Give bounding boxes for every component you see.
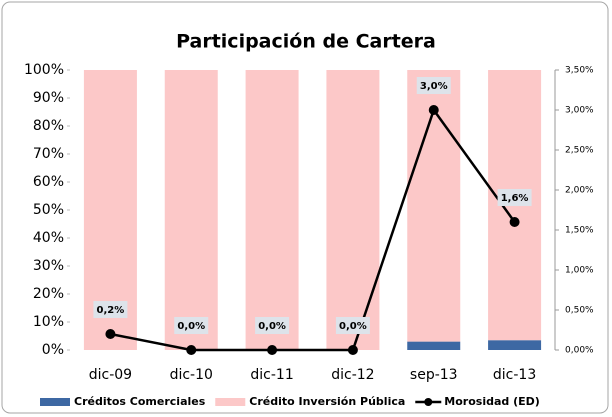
line bbox=[110, 107, 516, 352]
line-point bbox=[105, 329, 116, 339]
data-label-box bbox=[174, 317, 209, 334]
data-label: 0,0% bbox=[177, 321, 205, 332]
legend-label: Créditos Comerciales bbox=[74, 395, 206, 408]
data-label-box bbox=[335, 317, 370, 334]
data-label-box bbox=[93, 301, 128, 318]
data-label-box bbox=[255, 317, 290, 334]
y2-tick-label: 3,50% bbox=[565, 66, 594, 76]
legend-swatch bbox=[215, 398, 246, 406]
data-label: 3,0% bbox=[420, 81, 448, 92]
chart-title: Participación de Cartera bbox=[176, 31, 436, 53]
x-tick-label: dic-11 bbox=[250, 367, 293, 383]
data-label-box bbox=[416, 77, 451, 94]
y2-tick-label: 0,50% bbox=[565, 306, 594, 316]
y-tick-label: 30% bbox=[33, 258, 64, 274]
bar-segment bbox=[407, 341, 461, 350]
y-tick-label: 70% bbox=[33, 146, 64, 162]
y-tick-label: 90% bbox=[33, 90, 64, 106]
x-tick-label: sep-13 bbox=[410, 367, 458, 383]
data-label: 0,0% bbox=[339, 321, 367, 332]
legend-swatch bbox=[40, 398, 70, 406]
y-tick-label: 80% bbox=[33, 118, 64, 134]
line-point bbox=[509, 217, 520, 227]
y2-tick-label: 2,50% bbox=[565, 146, 594, 156]
y-tick-label: 50% bbox=[33, 202, 64, 218]
y-tick-label: 60% bbox=[33, 174, 64, 190]
x-tick-label: dic-09 bbox=[89, 367, 132, 383]
data-label: 0,0% bbox=[258, 321, 286, 332]
y-tick-label: 40% bbox=[33, 230, 64, 246]
data-label: 1,6% bbox=[501, 193, 529, 204]
bar-segment bbox=[164, 70, 218, 350]
legend-swatch-marker bbox=[424, 398, 433, 406]
y-tick-label: 20% bbox=[33, 286, 64, 302]
y2-tick-label: 1,50% bbox=[565, 226, 594, 236]
data-label-box bbox=[497, 189, 532, 206]
legend-label: Morosidad (ED) bbox=[444, 395, 540, 408]
bar-segment bbox=[326, 70, 380, 350]
x-tick-label: dic-12 bbox=[331, 367, 374, 383]
data-label: 0,2% bbox=[97, 305, 125, 316]
bar-segment bbox=[245, 70, 299, 350]
y-tick-label: 100% bbox=[24, 62, 64, 78]
y2-tick-label: 3,00% bbox=[565, 106, 594, 116]
legend-label: Crédito Inversión Pública bbox=[249, 395, 405, 408]
x-tick-label: dic-10 bbox=[170, 367, 213, 383]
x-tick-label: dic-13 bbox=[493, 367, 536, 383]
y2-tick-label: 0,00% bbox=[565, 346, 594, 356]
y-tick-label: 10% bbox=[33, 314, 64, 330]
bar-segment bbox=[407, 70, 461, 342]
line-point bbox=[347, 345, 358, 355]
line-point bbox=[428, 105, 439, 115]
line-point bbox=[186, 345, 197, 355]
y2-tick-label: 1,00% bbox=[565, 266, 594, 276]
y-tick-label: 0% bbox=[42, 342, 64, 358]
line-point bbox=[267, 345, 278, 355]
y2-tick-label: 2,00% bbox=[565, 186, 594, 196]
bar-segment bbox=[488, 340, 542, 350]
